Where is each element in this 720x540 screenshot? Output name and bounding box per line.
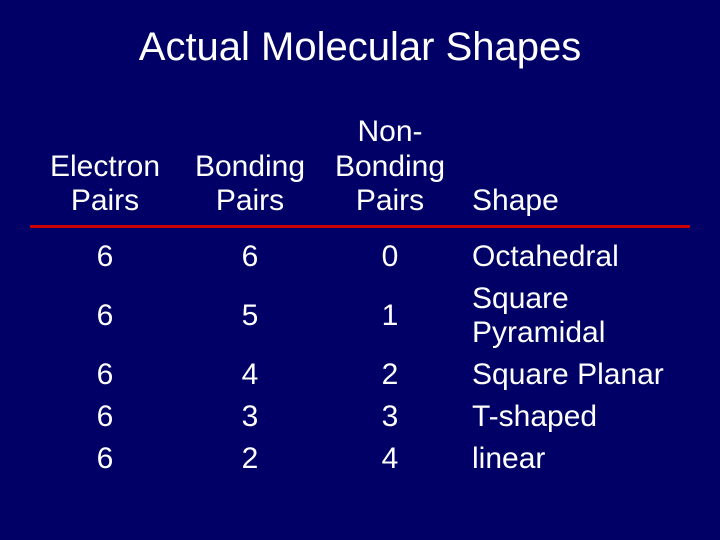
cell-shape: linear bbox=[460, 442, 690, 476]
shapes-table: Electron Pairs Bonding Pairs Non- Bondin… bbox=[30, 115, 690, 476]
header-text: Pairs bbox=[30, 184, 180, 219]
header-nonbonding-pairs: Non- Bonding Pairs bbox=[320, 115, 460, 219]
cell-nonbonding: 4 bbox=[320, 442, 460, 476]
cell-electron: 6 bbox=[30, 240, 180, 274]
table-row: 6 2 4 linear bbox=[30, 442, 690, 476]
cell-nonbonding: 0 bbox=[320, 240, 460, 274]
header-text: Shape bbox=[472, 184, 690, 219]
cell-electron: 6 bbox=[30, 400, 180, 434]
table-row: 6 6 0 Octahedral bbox=[30, 240, 690, 274]
table-row: 6 3 3 T-shaped bbox=[30, 400, 690, 434]
header-electron-pairs: Electron Pairs bbox=[30, 150, 180, 219]
cell-bonding: 6 bbox=[180, 240, 320, 274]
cell-bonding: 5 bbox=[180, 299, 320, 333]
header-text: Electron bbox=[30, 150, 180, 185]
cell-nonbonding: 3 bbox=[320, 400, 460, 434]
header-text: Bonding bbox=[180, 150, 320, 185]
header-text: Non- bbox=[320, 115, 460, 150]
cell-bonding: 2 bbox=[180, 442, 320, 476]
table-row: 6 4 2 Square Planar bbox=[30, 358, 690, 392]
table-row: 6 5 1 Square Pyramidal bbox=[30, 282, 690, 350]
header-text: Pairs bbox=[180, 184, 320, 219]
cell-nonbonding: 1 bbox=[320, 299, 460, 333]
cell-electron: 6 bbox=[30, 358, 180, 392]
header-text: Pairs bbox=[320, 184, 460, 219]
cell-shape: T-shaped bbox=[460, 400, 690, 434]
slide-title: Actual Molecular Shapes bbox=[30, 25, 690, 70]
cell-bonding: 3 bbox=[180, 400, 320, 434]
header-shape: Shape bbox=[460, 184, 690, 219]
cell-electron: 6 bbox=[30, 299, 180, 333]
cell-nonbonding: 2 bbox=[320, 358, 460, 392]
cell-shape: Octahedral bbox=[460, 240, 690, 274]
cell-electron: 6 bbox=[30, 442, 180, 476]
cell-shape: Square Pyramidal bbox=[460, 282, 690, 350]
table-header-row: Electron Pairs Bonding Pairs Non- Bondin… bbox=[30, 115, 690, 228]
header-text: Bonding bbox=[320, 150, 460, 185]
header-bonding-pairs: Bonding Pairs bbox=[180, 150, 320, 219]
cell-shape: Square Planar bbox=[460, 358, 690, 392]
cell-bonding: 4 bbox=[180, 358, 320, 392]
